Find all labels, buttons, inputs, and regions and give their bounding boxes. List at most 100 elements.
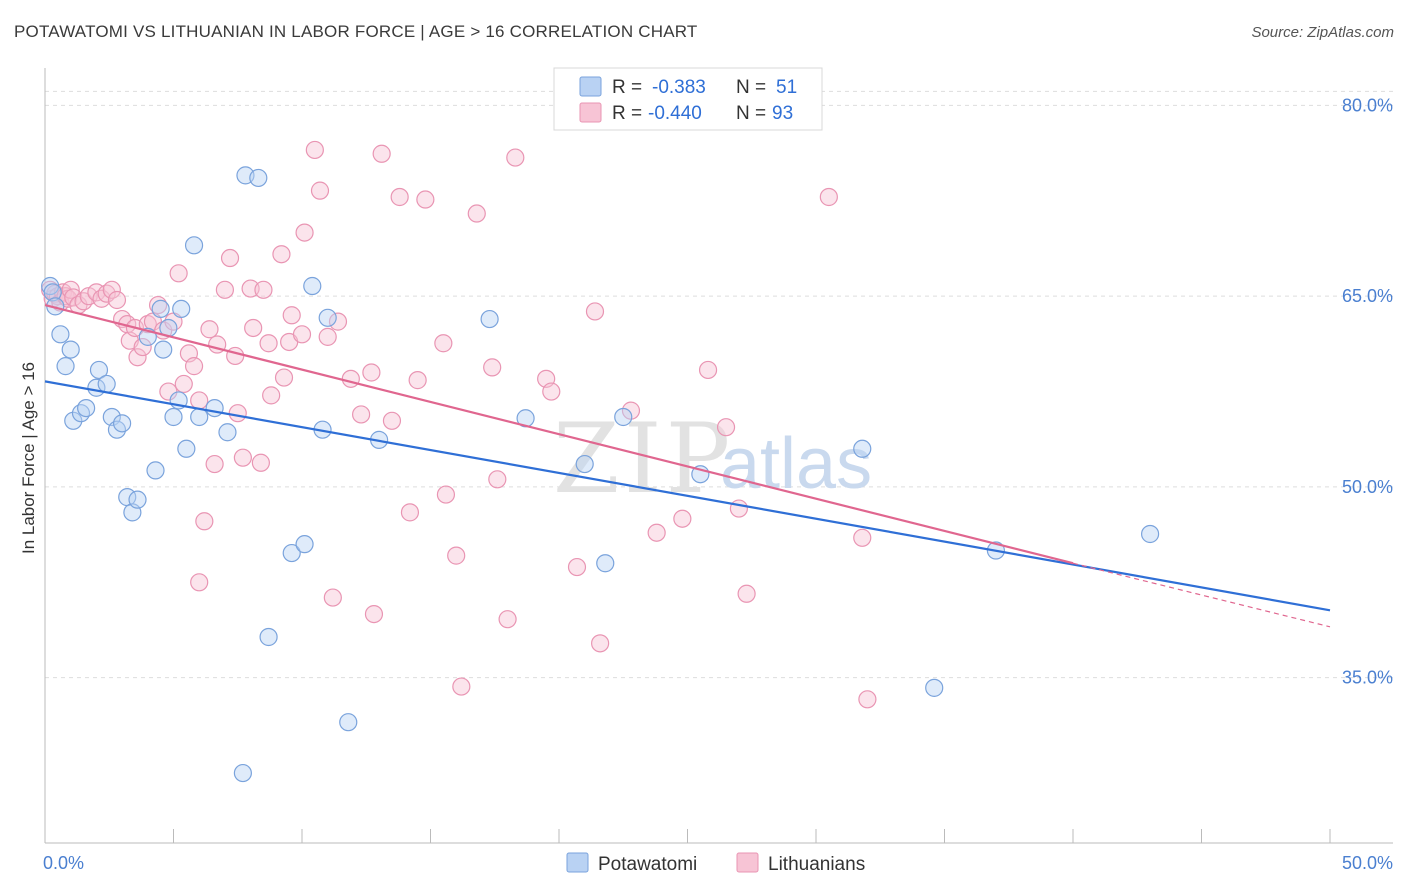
- data-point: [467, 204, 486, 223]
- data-point: [408, 371, 427, 390]
- data-point: [310, 181, 330, 200]
- data-point: [362, 363, 381, 382]
- data-point: [190, 391, 209, 410]
- data-point: [483, 358, 502, 377]
- data-point: [89, 360, 109, 380]
- data-point: [292, 325, 312, 344]
- data-point: [102, 280, 121, 299]
- data-point: [51, 325, 70, 344]
- data-point: [254, 280, 273, 299]
- chart-title: POTAWATOMI VS LITHUANIAN IN LABOR FORCE …: [14, 22, 698, 41]
- data-point: [591, 634, 610, 653]
- trend-line-potawatomi: [44, 380, 1331, 612]
- data-point: [172, 299, 191, 318]
- data-point: [647, 523, 666, 542]
- bottom-legend-swatch-lithuanians: [736, 852, 759, 873]
- data-point: [323, 588, 342, 607]
- data-point: [272, 245, 291, 264]
- trend-line-lithuanians: [44, 304, 1074, 565]
- data-point: [853, 528, 872, 547]
- legend: R = -0.383 N = 51 R = -0.440 N = 93: [553, 67, 823, 131]
- data-point: [318, 308, 337, 327]
- data-point: [480, 309, 499, 329]
- data-point: [64, 411, 83, 430]
- data-point: [585, 302, 605, 321]
- data-point: [184, 357, 204, 376]
- data-point: [341, 369, 360, 388]
- data-point: [506, 148, 525, 167]
- data-point: [542, 382, 561, 401]
- data-point: [400, 503, 420, 522]
- data-point: [71, 404, 91, 423]
- data-point: [295, 535, 314, 554]
- legend-r-label-1: R =: [612, 77, 642, 98]
- lithuanians-points: [41, 140, 877, 709]
- bottom-legend-label-lithuanians: Lithuanians: [768, 854, 865, 875]
- axes: [44, 68, 1393, 844]
- y-tick-labels: 35.0% 50.0% 65.0% 80.0%: [1342, 95, 1393, 687]
- legend-n-label-1: N =: [736, 77, 766, 98]
- watermark-atlas: atlas: [720, 424, 872, 504]
- data-point: [190, 573, 209, 592]
- data-point: [233, 763, 252, 783]
- data-point: [434, 334, 453, 353]
- data-point: [220, 248, 240, 268]
- data-point: [567, 557, 587, 577]
- data-point: [737, 584, 756, 603]
- y-tick-label: 80.0%: [1342, 95, 1393, 115]
- data-point: [226, 346, 245, 366]
- data-point: [274, 368, 294, 387]
- data-point: [228, 404, 247, 423]
- data-point: [352, 405, 371, 424]
- potawatomi-points: [41, 166, 1160, 783]
- data-point: [215, 280, 234, 299]
- data-point: [43, 283, 62, 302]
- data-point: [447, 546, 466, 565]
- data-point: [138, 315, 157, 334]
- bottom-legend-swatch-potawatomi: [566, 852, 589, 873]
- data-point: [372, 144, 391, 163]
- legend-r-value-1: -0.383: [652, 77, 706, 98]
- data-point: [218, 423, 237, 442]
- chart-source: Source: ZipAtlas.com: [1251, 24, 1394, 41]
- data-point: [154, 340, 173, 359]
- legend-n-value-2: 93: [772, 103, 793, 124]
- data-point: [729, 499, 749, 518]
- data-point: [282, 543, 301, 563]
- data-point: [305, 140, 324, 160]
- data-point: [364, 604, 384, 624]
- data-point: [244, 318, 263, 338]
- data-point: [195, 512, 214, 531]
- legend-swatch-lithuanians: [579, 102, 602, 123]
- data-point: [858, 690, 877, 709]
- y-tick-label: 65.0%: [1342, 286, 1393, 306]
- data-point: [452, 677, 471, 696]
- data-point: [107, 290, 127, 310]
- data-point: [488, 470, 507, 489]
- data-point: [200, 320, 219, 339]
- data-point: [205, 398, 224, 418]
- watermark: ZIP atlas: [553, 403, 872, 515]
- data-point: [390, 187, 409, 207]
- data-point: [205, 454, 224, 474]
- data-point: [716, 418, 736, 437]
- data-point: [282, 306, 301, 325]
- legend-r-label-2: R =: [612, 103, 642, 124]
- bottom-legend-label-potawatomi: Potawatomi: [598, 854, 697, 875]
- data-point: [436, 485, 456, 504]
- trend-line-lithuanians-extension: [1072, 562, 1331, 628]
- data-point: [56, 357, 75, 376]
- data-point: [128, 348, 147, 367]
- data-point: [596, 554, 615, 573]
- data-point: [184, 236, 204, 255]
- legend-n-label-2: N =: [736, 103, 766, 124]
- data-point: [498, 610, 517, 629]
- data-point: [233, 448, 252, 467]
- data-point: [174, 374, 193, 394]
- y-tick-label: 35.0%: [1342, 668, 1393, 688]
- data-point: [241, 279, 260, 298]
- data-point: [673, 509, 692, 528]
- data-point: [164, 407, 183, 427]
- data-point: [177, 439, 196, 458]
